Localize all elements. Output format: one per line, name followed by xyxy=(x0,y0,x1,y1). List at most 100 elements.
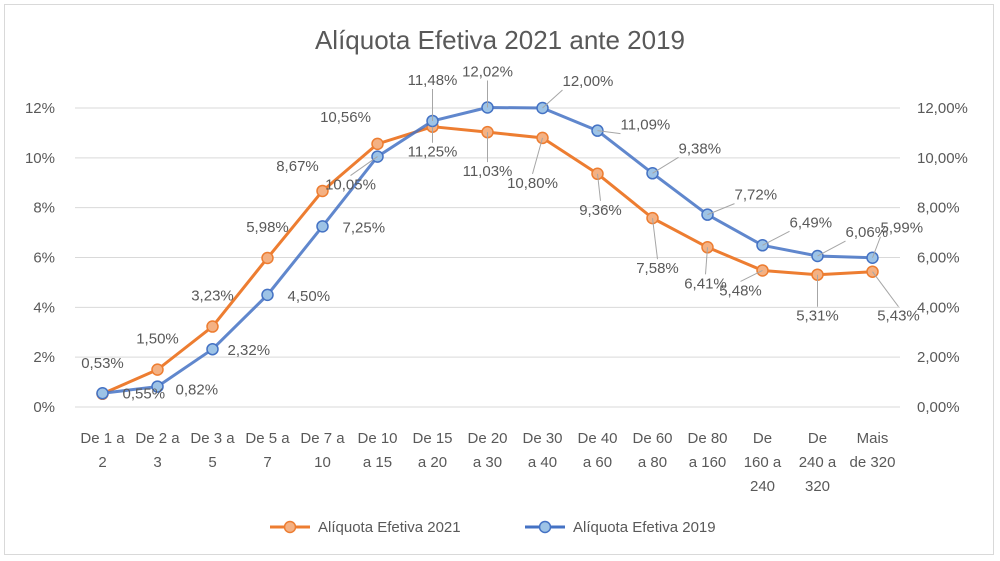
data-point xyxy=(261,288,274,302)
category-label: 320 xyxy=(805,478,830,495)
data-label: 11,09% xyxy=(621,117,671,134)
axis-ticks: 0% 0,00% 2% 2,00% 4% 4,00% 6% 6,00% 8% 8,00% 10% 10… xyxy=(25,100,968,416)
data-label: 0,53% xyxy=(81,355,124,372)
legend-label: Alíquota Efetiva 2019 xyxy=(573,519,716,536)
data-point xyxy=(206,342,219,356)
legend: Alíquota Efetiva 2021 Alíquota Efetiva 20… xyxy=(270,519,716,536)
line-chart: Alíquota Efetiva 2021 ante 2019 0% 0,00% 2… xyxy=(25,25,968,536)
category-label: Mais xyxy=(857,430,889,447)
y-right-tick-label: 2,00% xyxy=(917,349,960,366)
category-label: a 60 xyxy=(583,454,612,471)
category-label: 7 xyxy=(263,454,271,471)
y-right-tick-label: 0,00% xyxy=(917,399,960,416)
label-leader xyxy=(740,270,763,282)
data-label: 2,32% xyxy=(228,342,271,359)
category-label: De 1 a xyxy=(80,430,125,447)
category-label: De 80 xyxy=(687,430,727,447)
category-label: a 20 xyxy=(418,454,447,471)
y-left-tick-label: 4% xyxy=(33,299,55,316)
y-right-tick-label: 12,00% xyxy=(917,100,968,117)
category-label: 10 xyxy=(314,454,331,471)
category-label: De 20 xyxy=(467,430,507,447)
category-label: De 5 a xyxy=(245,430,290,447)
y-left-tick-label: 12% xyxy=(25,100,55,117)
data-label: 4,50% xyxy=(288,288,331,305)
data-label: 7,25% xyxy=(343,219,386,236)
data-label: 5,48% xyxy=(719,282,762,299)
category-label: de 320 xyxy=(850,454,896,471)
chart-title: Alíquota Efetiva 2021 ante 2019 xyxy=(315,25,685,55)
category-label: De 3 a xyxy=(190,430,235,447)
label-leader xyxy=(652,218,658,260)
label-leader xyxy=(652,156,679,174)
data-label: 5,99% xyxy=(881,220,924,237)
data-label: 12,02% xyxy=(462,64,513,81)
data-point xyxy=(151,380,164,393)
category-label: De 30 xyxy=(522,430,562,447)
category-label: 3 xyxy=(153,454,161,471)
label-leader xyxy=(597,130,621,135)
legend-label: Alíquota Efetiva 2021 xyxy=(318,519,461,536)
category-label: a 30 xyxy=(473,454,502,471)
data-label: 0,55% xyxy=(123,385,166,402)
category-label: a 160 xyxy=(689,454,727,471)
data-label: 11,25% xyxy=(408,144,458,161)
label-leaders xyxy=(350,80,899,308)
data-point xyxy=(151,363,164,376)
category-label: 2 xyxy=(98,454,106,471)
label-leader xyxy=(872,236,881,258)
y-left-tick-label: 2% xyxy=(33,349,55,366)
category-label: 5 xyxy=(208,454,216,471)
category-label: De 40 xyxy=(577,430,617,447)
category-label: De 10 xyxy=(357,430,397,447)
data-label: 10,05% xyxy=(325,177,376,194)
data-point xyxy=(316,220,329,233)
data-point xyxy=(261,251,274,265)
y-right-tick-label: 8,00% xyxy=(917,200,960,217)
data-point xyxy=(96,387,109,400)
data-label: 10,56% xyxy=(320,109,371,126)
y-left-tick-label: 0% xyxy=(33,399,55,416)
data-label: 9,38% xyxy=(679,140,722,157)
y-left-tick-label: 6% xyxy=(33,250,55,267)
category-label: 240 a xyxy=(799,454,837,471)
label-leader xyxy=(817,240,846,257)
data-point xyxy=(206,320,219,333)
legend-swatch-marker xyxy=(538,520,552,534)
data-point xyxy=(371,137,384,151)
label-leader xyxy=(705,247,708,275)
label-leader xyxy=(350,156,378,176)
label-leader xyxy=(872,271,899,308)
category-label: De 60 xyxy=(632,430,672,447)
data-label: 7,72% xyxy=(735,187,778,204)
data-label: 5,31% xyxy=(796,308,839,325)
data-label: 9,36% xyxy=(579,202,622,219)
label-leader xyxy=(762,230,790,246)
category-label: De 2 a xyxy=(135,430,180,447)
data-label: 6,49% xyxy=(790,214,833,231)
data-label: 6,06% xyxy=(846,224,889,241)
label-leader xyxy=(542,89,563,109)
data-label: 7,58% xyxy=(636,260,679,277)
data-label: 8,67% xyxy=(276,158,319,175)
category-label: a 80 xyxy=(638,454,667,471)
chart-frame: Alíquota Efetiva 2021 ante 2019 0% 0,00% 2… xyxy=(4,4,994,555)
category-label: a 15 xyxy=(363,454,392,471)
legend-swatch-marker xyxy=(283,520,297,534)
data-point xyxy=(316,184,329,198)
category-labels: De 1 a 2 De 2 a 3 De 3 a 5 De 5 a 7 De 7 a 10 De 1… xyxy=(80,430,895,495)
data-label: 3,23% xyxy=(191,288,234,305)
y-left-tick-label: 8% xyxy=(33,200,55,217)
data-label: 5,43% xyxy=(877,308,920,325)
data-label: 1,50% xyxy=(136,331,179,348)
data-label: 5,98% xyxy=(246,219,289,236)
category-label: De 7 a xyxy=(300,430,345,447)
label-leader xyxy=(532,137,543,175)
data-label: 10,80% xyxy=(507,175,558,192)
category-label: 240 xyxy=(750,478,775,495)
category-label: De xyxy=(808,430,827,447)
y-right-tick-label: 4,00% xyxy=(917,299,960,316)
data-label: 11,48% xyxy=(408,72,458,89)
data-label: 0,82% xyxy=(176,382,219,399)
category-label: De xyxy=(753,430,772,447)
